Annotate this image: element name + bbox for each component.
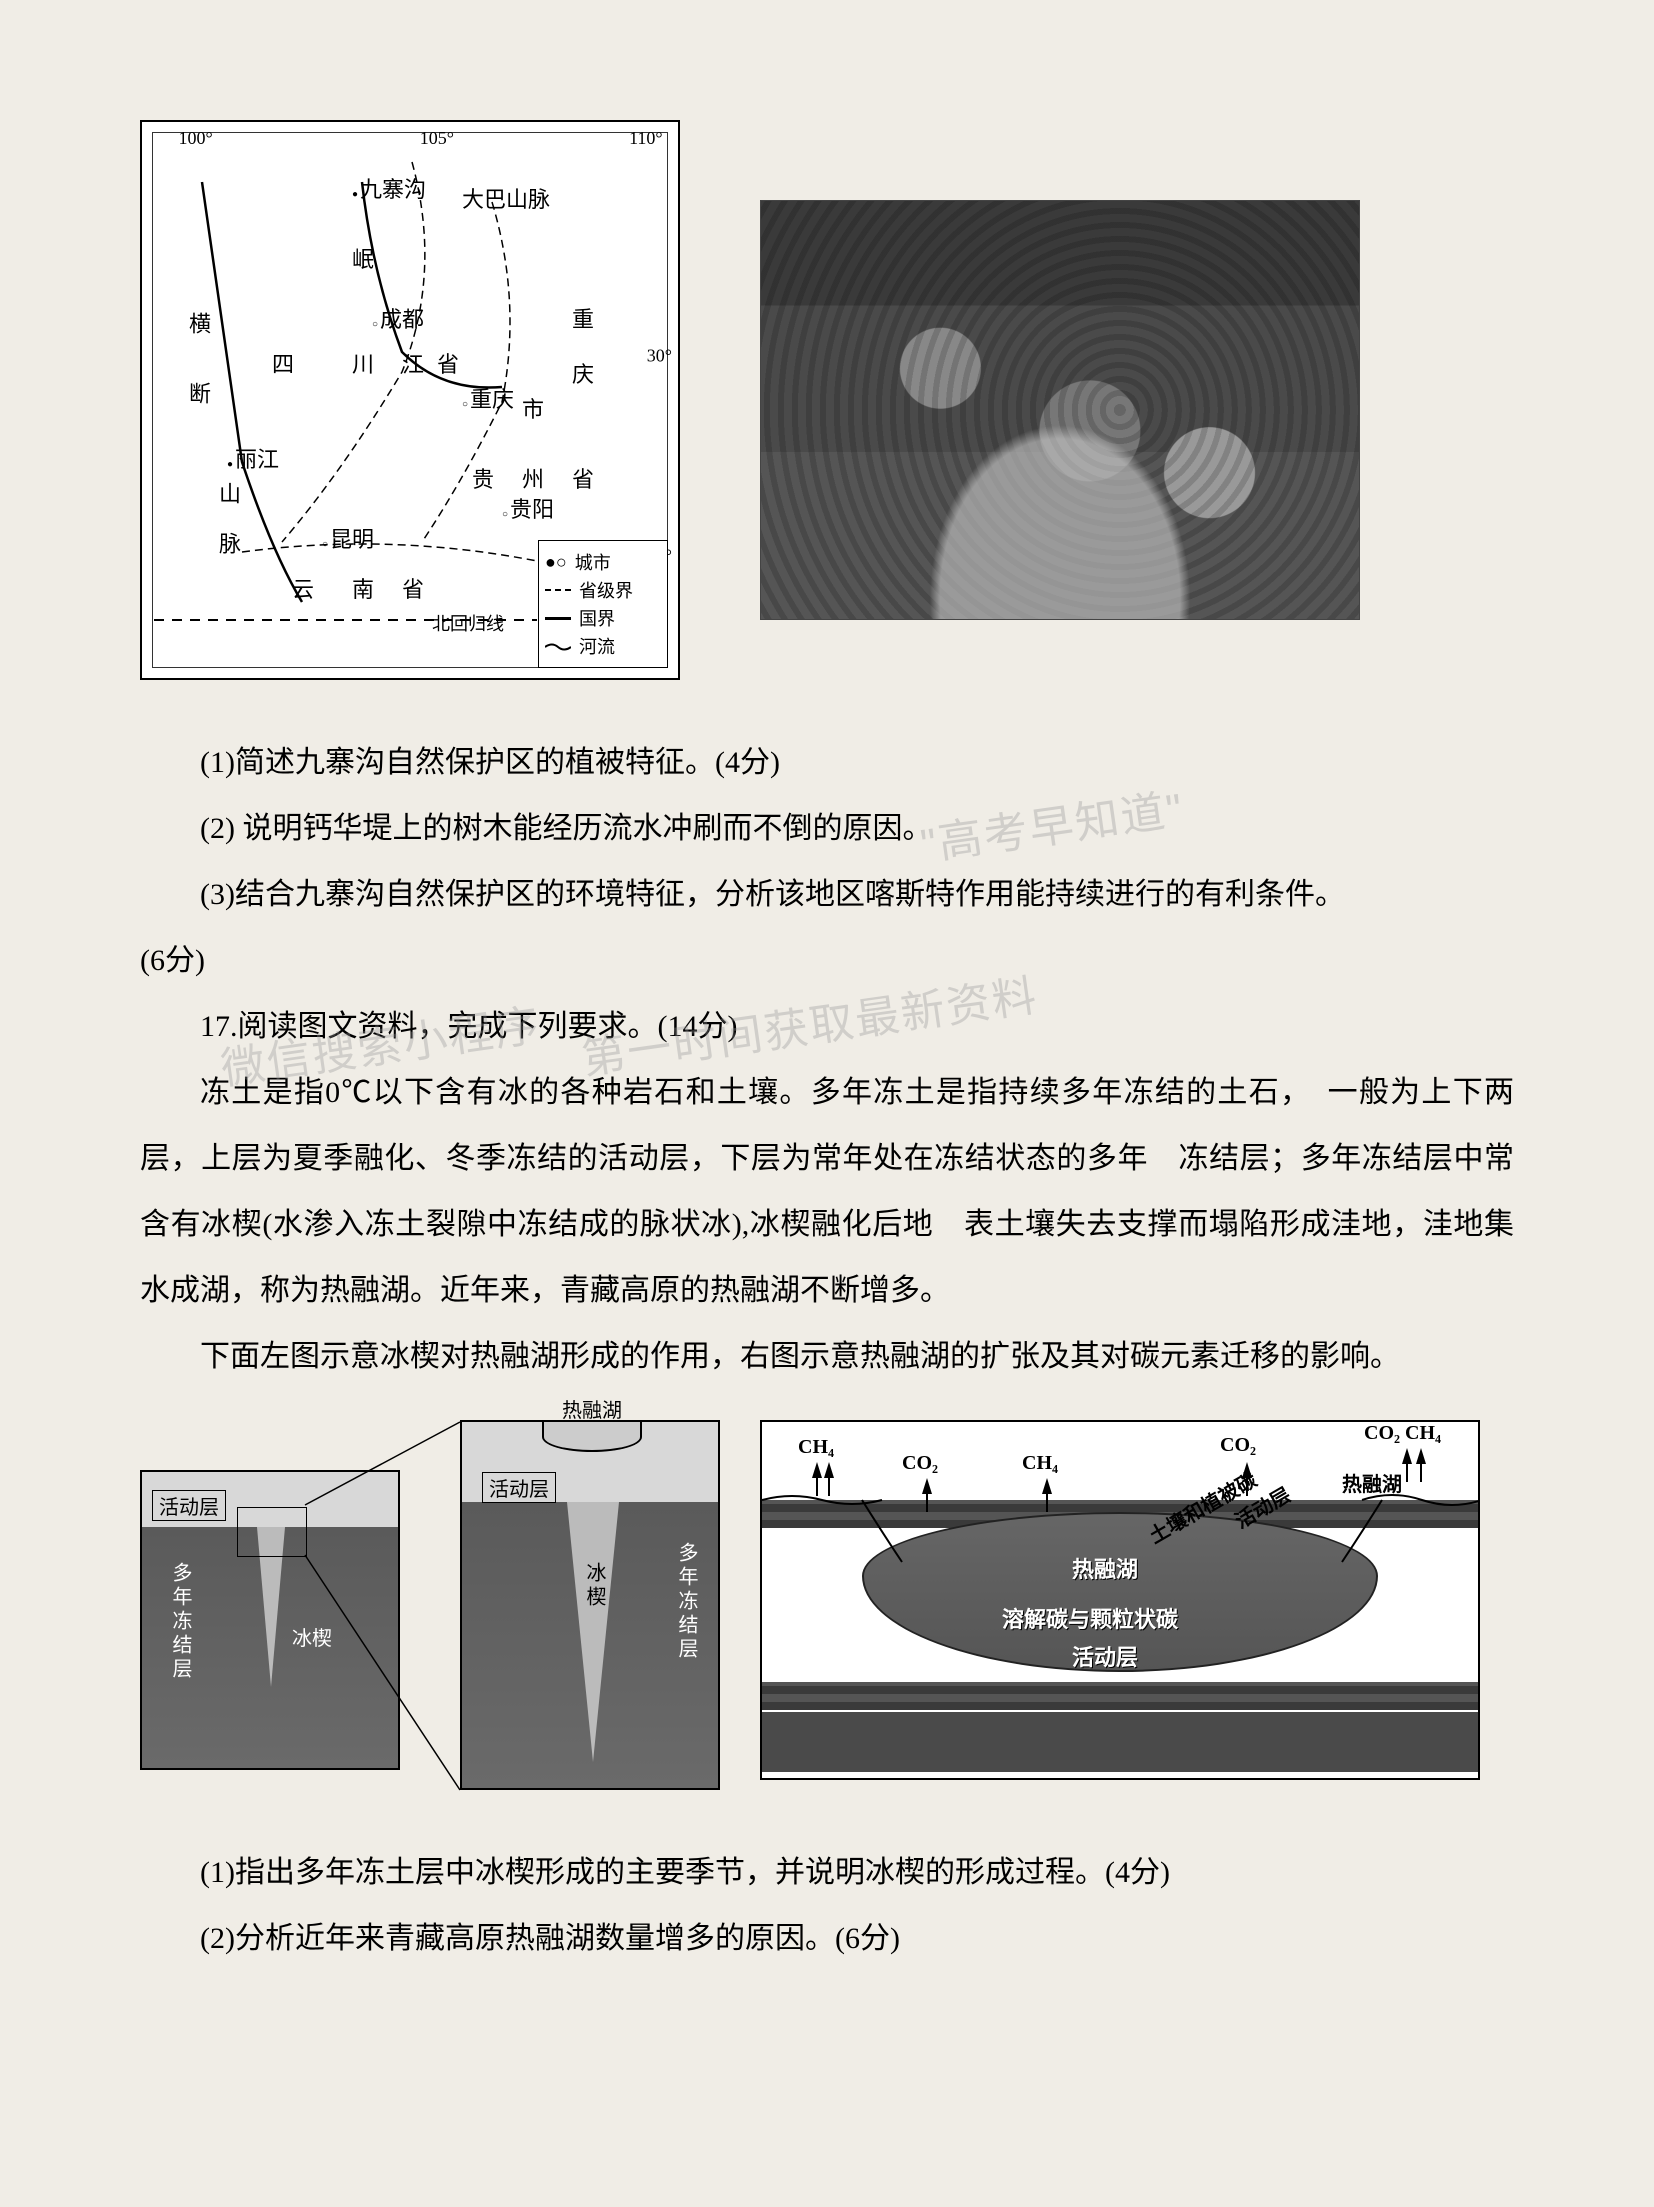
legend-city-label: 城市 <box>575 549 611 575</box>
question-1: (1)简述九寨沟自然保护区的植被特征。(4分) <box>140 730 1514 796</box>
legend-prov-symbol <box>545 589 571 591</box>
question-3: (3)结合九寨沟自然保护区的环境特征，分析该地区喀斯特作用能持续进行的有利条件。 <box>140 862 1514 928</box>
gas-ch4-1: CH₄ <box>798 1436 834 1459</box>
map-legend: ●○ 城市 省级界 国界 河流 <box>538 540 668 668</box>
question-b2: (2)分析近年来青藏高原热融湖数量增多的原因。(6分) <box>140 1906 1514 1972</box>
thermokarst-lake-diagram: CH₄ CO₂ CH₄ CO₂ CO₂ CH₄ 土壤和植被碳 活动层 热融湖 热… <box>760 1420 1480 1780</box>
legend-city-symbol: ●○ <box>545 552 567 573</box>
panel2-lake-label: 热融湖 <box>562 1394 622 1423</box>
legend-river-label: 河流 <box>579 633 615 659</box>
question-3-points: (6分) <box>140 928 1514 994</box>
legend-country: 国界 <box>545 605 661 631</box>
section-17-para2: 下面左图示意冰楔对热融湖形成的作用，右图示意热融湖的扩张及其对碳元素迁移的影响。 <box>140 1324 1514 1390</box>
legend-prov-label: 省级界 <box>579 577 633 603</box>
legend-river: 河流 <box>545 633 661 659</box>
panel-link-lines <box>140 1420 740 1800</box>
arrow-ch4-1b <box>824 1462 834 1478</box>
inlake-thermo-label: 热融湖 <box>1072 1552 1138 1584</box>
inlake-dissolved-label: 溶解碳与颗粒状碳 <box>1002 1602 1178 1634</box>
section-17-para1: 冻土是指0℃以下含有冰的各种岩石和土壤。多年冻土是指持续多年冻结的土石， 一般为… <box>140 1060 1514 1324</box>
gas-co2-2: CO₂ <box>1220 1434 1256 1457</box>
ice-wedge-diagram: 活动层 多年冻结层 冰楔 热融湖 活动层 冰楔 多年冻结层 <box>140 1420 740 1800</box>
sichuan-region-map: 100° 105° 110° 30° 25° 九寨沟 岷 大巴山脉 成都 四 川… <box>140 120 680 680</box>
gas-co2-1: CO₂ <box>902 1452 938 1475</box>
question-b1: (1)指出多年冻土层中冰楔形成的主要季节，并说明冰楔的形成过程。(4分) <box>140 1840 1514 1906</box>
arrow-ch4-2 <box>1042 1478 1052 1494</box>
bottom-questions: (1)指出多年冻土层中冰楔形成的主要季节，并说明冰楔的形成过程。(4分) (2)… <box>140 1840 1514 1972</box>
section-17-heading: 17.阅读图文资料，完成下列要求。(14分) <box>140 994 1514 1060</box>
question-2: (2) 说明钙华堤上的树木能经历流水冲刷而不倒的原因。 <box>140 796 1514 862</box>
gas-ch4-2: CH₄ <box>1022 1452 1058 1475</box>
jiuzhaigou-photo <box>760 200 1360 620</box>
legend-river-symbol <box>545 636 571 657</box>
legend-country-symbol <box>545 617 571 620</box>
body-text-block: (1)简述九寨沟自然保护区的植被特征。(4分) (2) 说明钙华堤上的树木能经历… <box>140 730 1514 1390</box>
diagram-row: 活动层 多年冻结层 冰楔 热融湖 活动层 冰楔 多年冻结层 <box>140 1420 1514 1800</box>
legend-country-label: 国界 <box>579 605 615 631</box>
arrow-ch4-1 <box>812 1462 822 1478</box>
inlake-active-label: 活动层 <box>1072 1640 1138 1672</box>
arrow-co2ch4 <box>1402 1448 1412 1464</box>
right-lake-label: 热融湖 <box>1342 1468 1402 1497</box>
arrow-co2ch4b <box>1416 1448 1426 1464</box>
figure-row: 100° 105° 110° 30° 25° 九寨沟 岷 大巴山脉 成都 四 川… <box>140 120 1514 680</box>
legend-prov: 省级界 <box>545 577 661 603</box>
gas-co2ch4: CO₂ CH₄ <box>1364 1422 1441 1445</box>
arrow-co2-1 <box>922 1478 932 1494</box>
legend-city: ●○ 城市 <box>545 549 661 575</box>
